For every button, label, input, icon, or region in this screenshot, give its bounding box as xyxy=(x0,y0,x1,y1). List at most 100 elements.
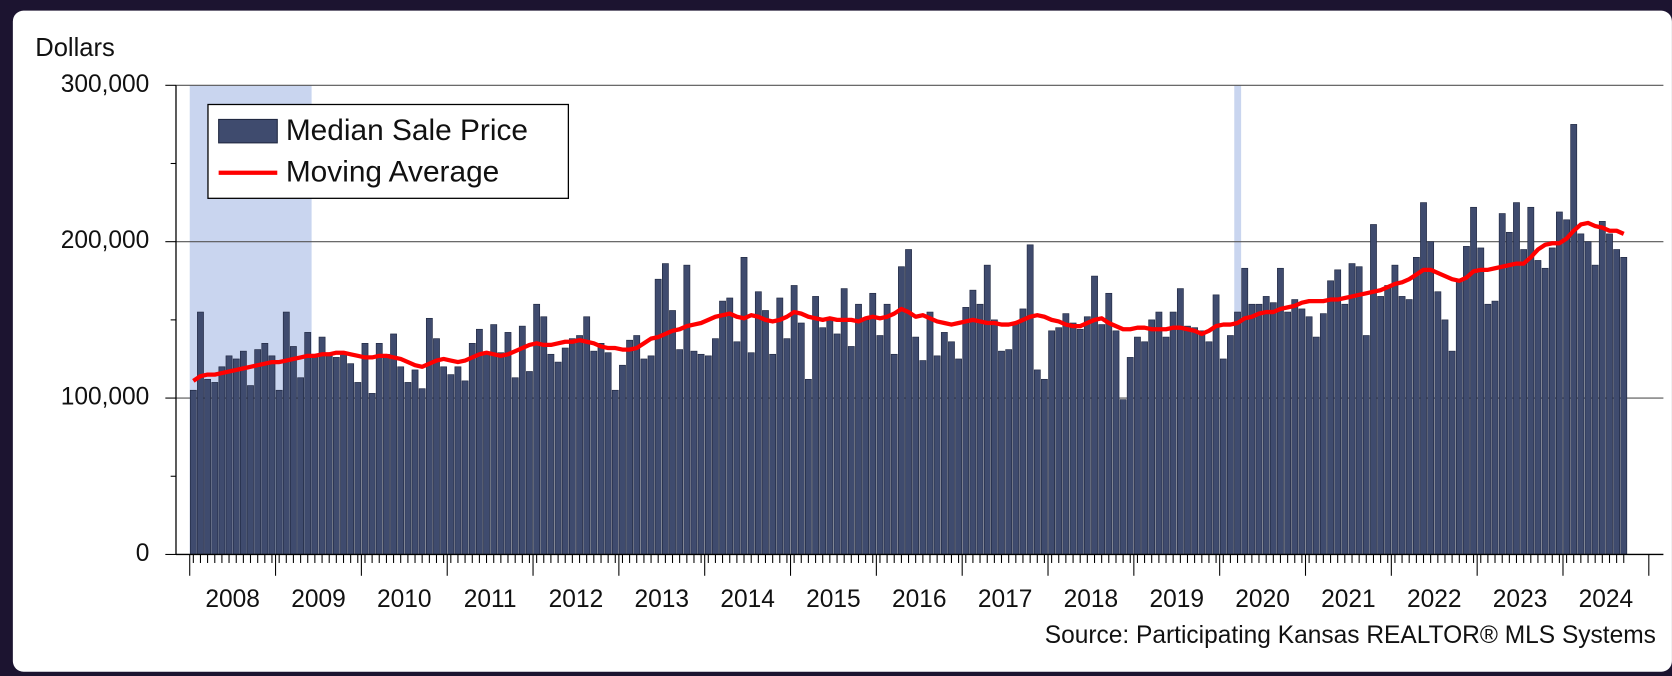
bar xyxy=(290,346,297,555)
y-tick-label: 0 xyxy=(136,540,150,567)
x-tick-label: 2024 xyxy=(1579,586,1634,613)
bar xyxy=(754,291,762,555)
bar xyxy=(1248,303,1256,555)
bar xyxy=(332,357,340,555)
bar xyxy=(189,389,197,555)
bar xyxy=(254,349,262,555)
bar xyxy=(1427,241,1435,555)
bar xyxy=(1012,322,1020,555)
bar xyxy=(1026,244,1034,555)
bar xyxy=(1234,311,1241,555)
bar xyxy=(583,316,591,555)
bar xyxy=(1448,350,1456,555)
bar xyxy=(311,353,319,555)
bar xyxy=(1391,264,1399,555)
bar xyxy=(397,366,405,555)
bar xyxy=(1548,247,1556,555)
bar xyxy=(1048,330,1056,555)
x-tick-label: 2016 xyxy=(892,586,947,613)
bar xyxy=(919,360,927,555)
bar xyxy=(1620,257,1628,555)
bar xyxy=(1420,202,1427,555)
bar xyxy=(1484,303,1492,555)
bar xyxy=(1405,299,1413,555)
bar xyxy=(282,311,290,555)
bar xyxy=(597,343,605,555)
bar xyxy=(425,317,433,555)
bar xyxy=(197,311,204,555)
bar xyxy=(1555,211,1563,555)
bar xyxy=(797,322,805,555)
bar xyxy=(819,327,827,555)
bar xyxy=(676,349,684,555)
bar xyxy=(1520,249,1528,555)
bar xyxy=(218,366,226,555)
bar xyxy=(883,303,891,555)
bar xyxy=(998,350,1005,555)
bar xyxy=(1105,292,1113,555)
legend-label: Moving Average xyxy=(286,156,499,189)
bar xyxy=(1019,308,1027,555)
x-tick-label: 2017 xyxy=(978,586,1033,613)
bar xyxy=(1413,257,1420,555)
bar xyxy=(912,336,920,555)
bar xyxy=(1541,267,1549,555)
bar xyxy=(1169,311,1177,555)
bar xyxy=(1312,336,1320,555)
x-tick-label: 2010 xyxy=(377,586,432,613)
bar xyxy=(1083,316,1091,555)
bar xyxy=(1441,319,1449,555)
bar xyxy=(561,347,569,555)
bar xyxy=(633,335,641,555)
bar xyxy=(1591,264,1599,555)
bar xyxy=(1219,358,1227,555)
bar xyxy=(526,371,533,555)
x-tick-label: 2011 xyxy=(464,586,517,613)
bar xyxy=(969,289,977,555)
bar xyxy=(1305,316,1313,555)
bar xyxy=(518,325,526,555)
bar xyxy=(1319,313,1327,555)
bar xyxy=(497,352,505,555)
bar xyxy=(669,310,676,555)
bar xyxy=(1148,319,1156,555)
x-tick-label: 2020 xyxy=(1235,586,1290,613)
bar xyxy=(1241,267,1249,555)
bar xyxy=(375,343,383,555)
bar xyxy=(1613,249,1621,555)
x-tick-label: 2023 xyxy=(1493,586,1548,613)
bar xyxy=(361,343,369,555)
bar xyxy=(662,263,669,555)
bar xyxy=(747,352,755,555)
bar xyxy=(268,355,276,555)
x-tick-label: 2015 xyxy=(806,586,861,613)
source-note: Source: Participating Kansas REALTOR® ML… xyxy=(1045,622,1656,649)
bar xyxy=(1126,357,1134,555)
bar xyxy=(769,353,777,555)
bar xyxy=(576,335,583,555)
bar xyxy=(1205,341,1213,555)
bar xyxy=(833,333,841,555)
bar xyxy=(690,350,698,555)
bar xyxy=(762,310,769,555)
bar xyxy=(826,319,834,555)
bar xyxy=(611,389,619,555)
bar xyxy=(468,343,476,555)
bar xyxy=(1470,206,1477,555)
bar xyxy=(1033,369,1041,555)
bar xyxy=(1191,327,1198,555)
bar xyxy=(540,316,548,555)
plot-area: 0 100,000 200,000 300,000 2008 2009 2010 2011 20… xyxy=(61,71,1664,613)
bar xyxy=(418,388,426,555)
bar xyxy=(504,332,512,555)
legend: Median Sale Price Moving Average xyxy=(207,103,570,199)
bar xyxy=(225,355,233,555)
y-tick-label: 300,000 xyxy=(61,71,150,98)
x-tick-label: 2022 xyxy=(1407,586,1462,613)
bar xyxy=(704,355,712,555)
bar xyxy=(733,341,741,555)
bar xyxy=(568,338,576,555)
bar xyxy=(940,332,948,555)
bar xyxy=(1255,303,1263,555)
moving-average-line xyxy=(192,220,1625,383)
